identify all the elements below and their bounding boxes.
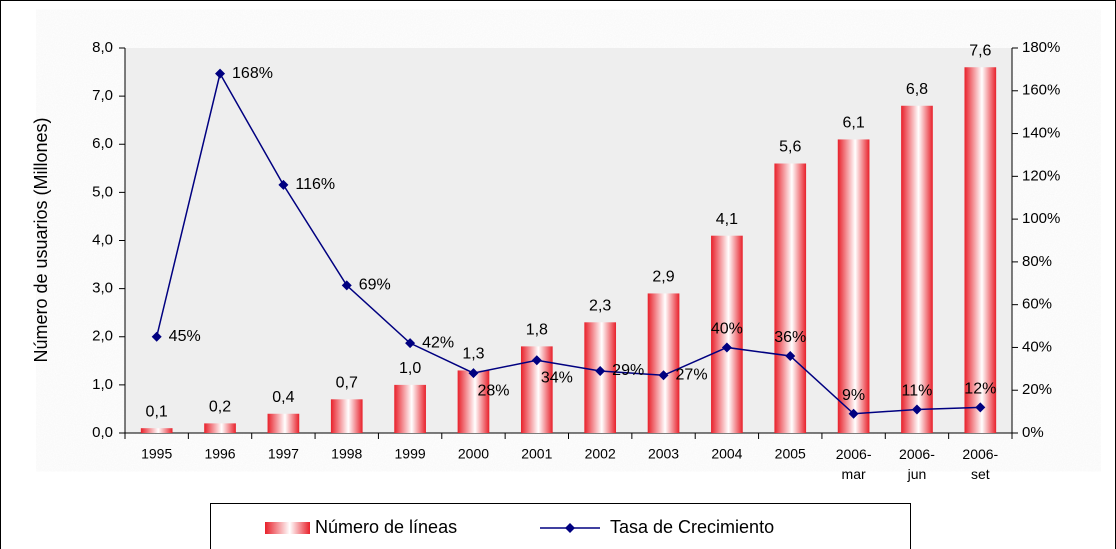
bar <box>330 399 363 433</box>
bar-value-label: 4,1 <box>716 211 738 228</box>
bar-value-label: 2,3 <box>589 298 611 315</box>
line-marker <box>215 68 226 79</box>
x-tick-label: 2003 <box>648 446 679 462</box>
bar-value-label: 0,4 <box>272 389 294 406</box>
legend-label: Tasa de Crecimiento <box>610 517 774 537</box>
line-value-label: 34% <box>541 369 573 386</box>
line-marker <box>468 368 479 379</box>
bar <box>647 293 680 433</box>
bar-value-label: 1,0 <box>399 360 421 377</box>
growth-line <box>155 71 981 415</box>
line-marker <box>405 338 416 349</box>
bar-value-label: 6,8 <box>906 81 928 98</box>
line-marker <box>848 408 859 419</box>
line-value-label: 9% <box>842 387 865 404</box>
line-marker <box>595 365 606 376</box>
y2-tick-label: 20% <box>1022 381 1052 398</box>
line-value-label: 40% <box>711 321 743 338</box>
bar <box>711 235 743 433</box>
line-value-label: 11% <box>902 383 933 400</box>
line-marker <box>341 280 352 291</box>
y2-tick-label: 80% <box>1022 253 1052 270</box>
x-tick-label: 2006-mar <box>836 446 872 482</box>
x-tick-label: 1995 <box>141 446 172 462</box>
bar-value-label: 0,1 <box>146 403 168 420</box>
x-tick-label: 2006-set <box>962 446 998 482</box>
bar <box>964 67 997 433</box>
x-tick-label: 2006-jun <box>899 446 935 482</box>
line-marker <box>278 179 289 190</box>
legend-marker <box>565 523 575 533</box>
x-tick-label: 2000 <box>458 446 489 462</box>
y2-tick-label: 140% <box>1022 125 1060 142</box>
line-marker <box>911 404 922 415</box>
y-tick-label: 0,0 <box>92 424 113 441</box>
y-tick-label: 6,0 <box>92 135 113 152</box>
bar-value-label: 0,2 <box>209 399 231 416</box>
y2-tick-label: 60% <box>1022 296 1052 313</box>
x-tick-label: 2005 <box>775 446 806 462</box>
x-tick-label: 1998 <box>331 446 362 462</box>
line-value-label: 29% <box>612 362 644 379</box>
line-marker <box>531 355 542 366</box>
x-tick-label: 2002 <box>585 446 616 462</box>
line-value-label: 12% <box>964 381 996 398</box>
line-value-label: 168% <box>232 65 273 82</box>
line-value-label: 116% <box>295 176 335 193</box>
line-marker <box>785 351 796 361</box>
y2-tick-label: 100% <box>1022 210 1060 227</box>
y-tick-label: 1,0 <box>92 376 113 393</box>
bar <box>204 423 236 433</box>
line-marker <box>658 370 669 381</box>
legend-swatch <box>265 522 310 534</box>
legend <box>210 503 911 549</box>
line-marker <box>721 342 732 353</box>
x-tick-label: 2001 <box>521 446 552 462</box>
y2-tick-label: 120% <box>1022 167 1060 184</box>
x-tick-label: 1996 <box>204 446 235 462</box>
x-tick-label: 1997 <box>268 446 299 462</box>
y-tick-label: 8,0 <box>92 39 113 56</box>
bar <box>457 370 490 433</box>
bar <box>837 139 870 433</box>
y-axis-label: Número de usuarios (Millones) <box>31 117 51 362</box>
line-value-label: 45% <box>169 328 201 345</box>
y2-tick-label: 160% <box>1022 82 1060 99</box>
bar <box>267 413 300 433</box>
line-value-label: 42% <box>422 334 454 351</box>
y-tick-label: 2,0 <box>92 328 113 345</box>
bar <box>901 105 933 433</box>
legend-label: Número de líneas <box>315 517 457 537</box>
bar-value-label: 7,6 <box>969 42 991 59</box>
bar <box>774 163 807 433</box>
y-tick-label: 3,0 <box>92 280 113 297</box>
x-tick-label: 1999 <box>395 446 426 462</box>
bar-value-label: 1,3 <box>462 346 484 363</box>
x-tick-label: 2004 <box>711 446 742 462</box>
line-marker <box>975 402 986 413</box>
bar-value-label: 5,6 <box>779 139 801 156</box>
line-value-label: 27% <box>676 366 708 383</box>
bar-value-label: 0,7 <box>336 375 358 392</box>
bar-value-label: 1,8 <box>526 322 548 339</box>
bar-value-label: 2,9 <box>652 269 674 286</box>
line-marker <box>151 331 162 342</box>
bar <box>394 384 426 433</box>
line-value-label: 69% <box>359 277 391 294</box>
line-value-label: 28% <box>477 382 509 399</box>
y2-tick-label: 180% <box>1022 39 1060 56</box>
bar-value-label: 6,1 <box>842 115 864 132</box>
y-tick-label: 4,0 <box>92 231 113 248</box>
bar <box>140 428 173 433</box>
line-value-label: 36% <box>774 329 806 346</box>
bar <box>584 322 617 433</box>
y2-tick-label: 40% <box>1022 338 1052 355</box>
y-tick-label: 5,0 <box>92 183 113 200</box>
y2-tick-label: 0% <box>1022 424 1044 441</box>
y-tick-label: 7,0 <box>92 87 113 104</box>
